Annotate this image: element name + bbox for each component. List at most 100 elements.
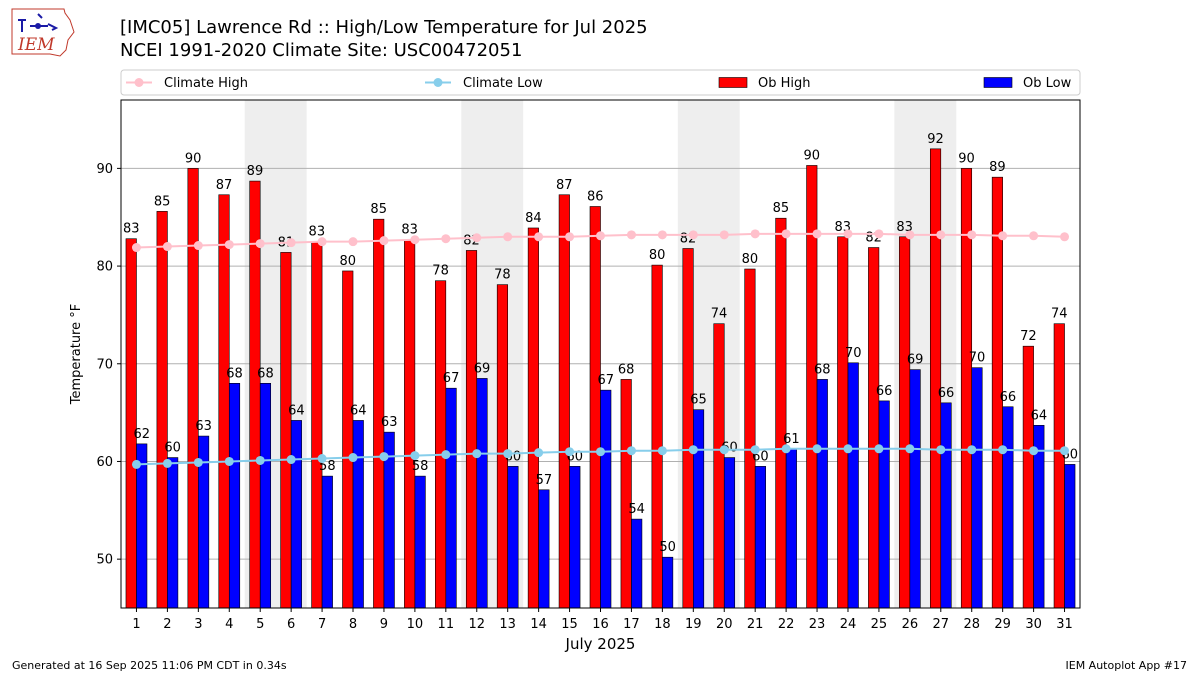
ob-high-bar-day-17 <box>620 379 632 609</box>
ob-low-label-day-28: 70 <box>969 351 986 366</box>
logo-text: IEM <box>17 35 55 55</box>
ob-low-label-day-17: 54 <box>628 502 645 517</box>
climate-low-point-day-12 <box>472 449 482 459</box>
climate-low-point-day-4 <box>224 456 234 466</box>
ob-high-label-day-10: 83 <box>401 223 418 238</box>
ob-high-bar-day-18 <box>651 264 663 609</box>
ob-high-bar-day-30 <box>1022 345 1034 609</box>
y-axis-label: Temperature °F <box>69 304 84 405</box>
ob-low-label-day-8: 64 <box>350 403 367 418</box>
x-tick-label-day-12: 12 <box>468 617 485 632</box>
climate-high-point-day-19 <box>688 230 698 240</box>
climate-high-point-day-3 <box>193 241 203 251</box>
x-tick-label-day-21: 21 <box>747 617 764 632</box>
ob-low-bar-day-16 <box>600 389 612 609</box>
legend-climate-high-label: Climate High <box>164 76 248 91</box>
climate-low-point-day-31 <box>1060 446 1070 456</box>
ob-high-label-day-9: 85 <box>370 202 387 217</box>
x-tick-label-day-20: 20 <box>716 617 733 632</box>
ob-high-bar-day-22 <box>775 217 787 609</box>
climate-low-point-day-22 <box>781 444 791 454</box>
climate-high-point-day-15 <box>565 232 575 242</box>
ob-low-label-day-16: 67 <box>597 373 614 388</box>
ob-high-bar-day-6 <box>280 252 292 609</box>
climate-low-point-day-1 <box>131 459 141 469</box>
x-tick-label-day-7: 7 <box>318 617 326 632</box>
climate-high-point-day-6 <box>286 238 296 248</box>
climate-high-point-day-23 <box>812 229 822 239</box>
ob-high-label-day-29: 89 <box>989 160 1006 175</box>
climate-low-point-day-27 <box>936 445 946 455</box>
ob-high-label-day-22: 85 <box>773 201 790 216</box>
climate-low-point-day-10 <box>410 451 420 461</box>
legend-ob-low-swatch-icon <box>983 77 1013 88</box>
ob-low-bar-day-14 <box>538 489 550 609</box>
climate-high-point-day-8 <box>348 237 358 247</box>
ob-low-bar-day-28 <box>971 367 983 609</box>
climate-high-point-day-22 <box>781 229 791 239</box>
x-tick-label-day-19: 19 <box>685 617 702 632</box>
ob-low-label-day-27: 66 <box>938 386 955 401</box>
x-tick-label-day-31: 31 <box>1056 617 1073 632</box>
climate-low-point-day-2 <box>162 458 172 468</box>
ob-high-label-day-3: 90 <box>185 151 202 166</box>
ob-high-label-day-15: 87 <box>556 178 573 193</box>
climate-low-point-day-14 <box>534 448 544 458</box>
ob-low-bar-day-12 <box>476 378 488 609</box>
x-tick-label-day-1: 1 <box>132 617 140 632</box>
ob-high-bar-day-20 <box>713 323 725 609</box>
x-axis-label: July 2025 <box>565 635 636 653</box>
legend-box <box>120 69 1081 96</box>
climate-high-point-day-18 <box>657 230 667 240</box>
climate-high-point-day-11 <box>441 234 451 244</box>
climate-high-point-day-13 <box>503 232 513 242</box>
ob-high-bar-day-7 <box>311 241 323 609</box>
x-tick-label-day-9: 9 <box>380 617 388 632</box>
ob-low-bar-day-15 <box>569 466 581 609</box>
ob-low-label-day-22: 61 <box>783 432 800 447</box>
ob-low-bar-day-27 <box>940 402 952 609</box>
ob-high-bar-day-13 <box>496 284 508 609</box>
x-tick-label-day-13: 13 <box>499 617 516 632</box>
station-dot-icon <box>35 23 41 29</box>
x-tick-label-day-25: 25 <box>871 617 888 632</box>
climate-low-point-day-7 <box>317 454 327 464</box>
iowa-state-outline <box>11 8 75 57</box>
ob-low-bar-day-5 <box>259 383 272 609</box>
x-tick-label-day-29: 29 <box>994 617 1011 632</box>
climate-high-point-day-1 <box>131 243 141 253</box>
ob-low-bar-day-18 <box>662 556 674 609</box>
ob-high-bar-day-1 <box>125 238 137 609</box>
chart-title: [IMC05] Lawrence Rd :: High/Low Temperat… <box>120 17 648 38</box>
x-tick-label-day-22: 22 <box>778 617 795 632</box>
ob-high-bar-day-10 <box>404 239 416 609</box>
climate-low-point-day-9 <box>379 452 389 462</box>
ob-low-bar-day-23 <box>816 379 828 609</box>
ob-low-label-day-26: 69 <box>907 353 924 368</box>
ob-low-bar-day-20 <box>723 457 736 609</box>
ob-high-bar-day-3 <box>187 168 199 609</box>
app-credit: IEM Autoplot App #17 <box>1065 659 1188 672</box>
ob-high-bar-day-9 <box>373 218 385 609</box>
ob-high-bar-day-16 <box>589 206 601 609</box>
ob-high-label-day-2: 85 <box>154 194 171 209</box>
ob-low-bar-day-11 <box>445 387 457 609</box>
ob-low-label-day-6: 64 <box>288 403 305 418</box>
climate-low-point-day-30 <box>1029 446 1039 456</box>
x-tick-label-day-10: 10 <box>407 617 424 632</box>
legend-ob-low-label: Ob Low <box>1023 76 1072 91</box>
ob-high-label-day-1: 83 <box>123 222 140 237</box>
x-tick-label-day-16: 16 <box>592 617 609 632</box>
ob-high-bar-day-26 <box>899 236 911 609</box>
legend-climate-low-label: Climate Low <box>463 76 543 91</box>
ob-low-bar-day-24 <box>847 362 859 609</box>
ob-low-label-day-9: 63 <box>381 415 398 430</box>
x-tick-label-day-8: 8 <box>349 617 357 632</box>
climate-high-point-day-24 <box>843 229 853 239</box>
ob-high-label-day-20: 74 <box>711 307 728 322</box>
x-tick-label-day-17: 17 <box>623 617 640 632</box>
x-tick-label-day-11: 11 <box>438 617 455 632</box>
ob-low-label-day-2: 60 <box>164 441 181 456</box>
ob-high-bar-day-15 <box>558 194 570 609</box>
